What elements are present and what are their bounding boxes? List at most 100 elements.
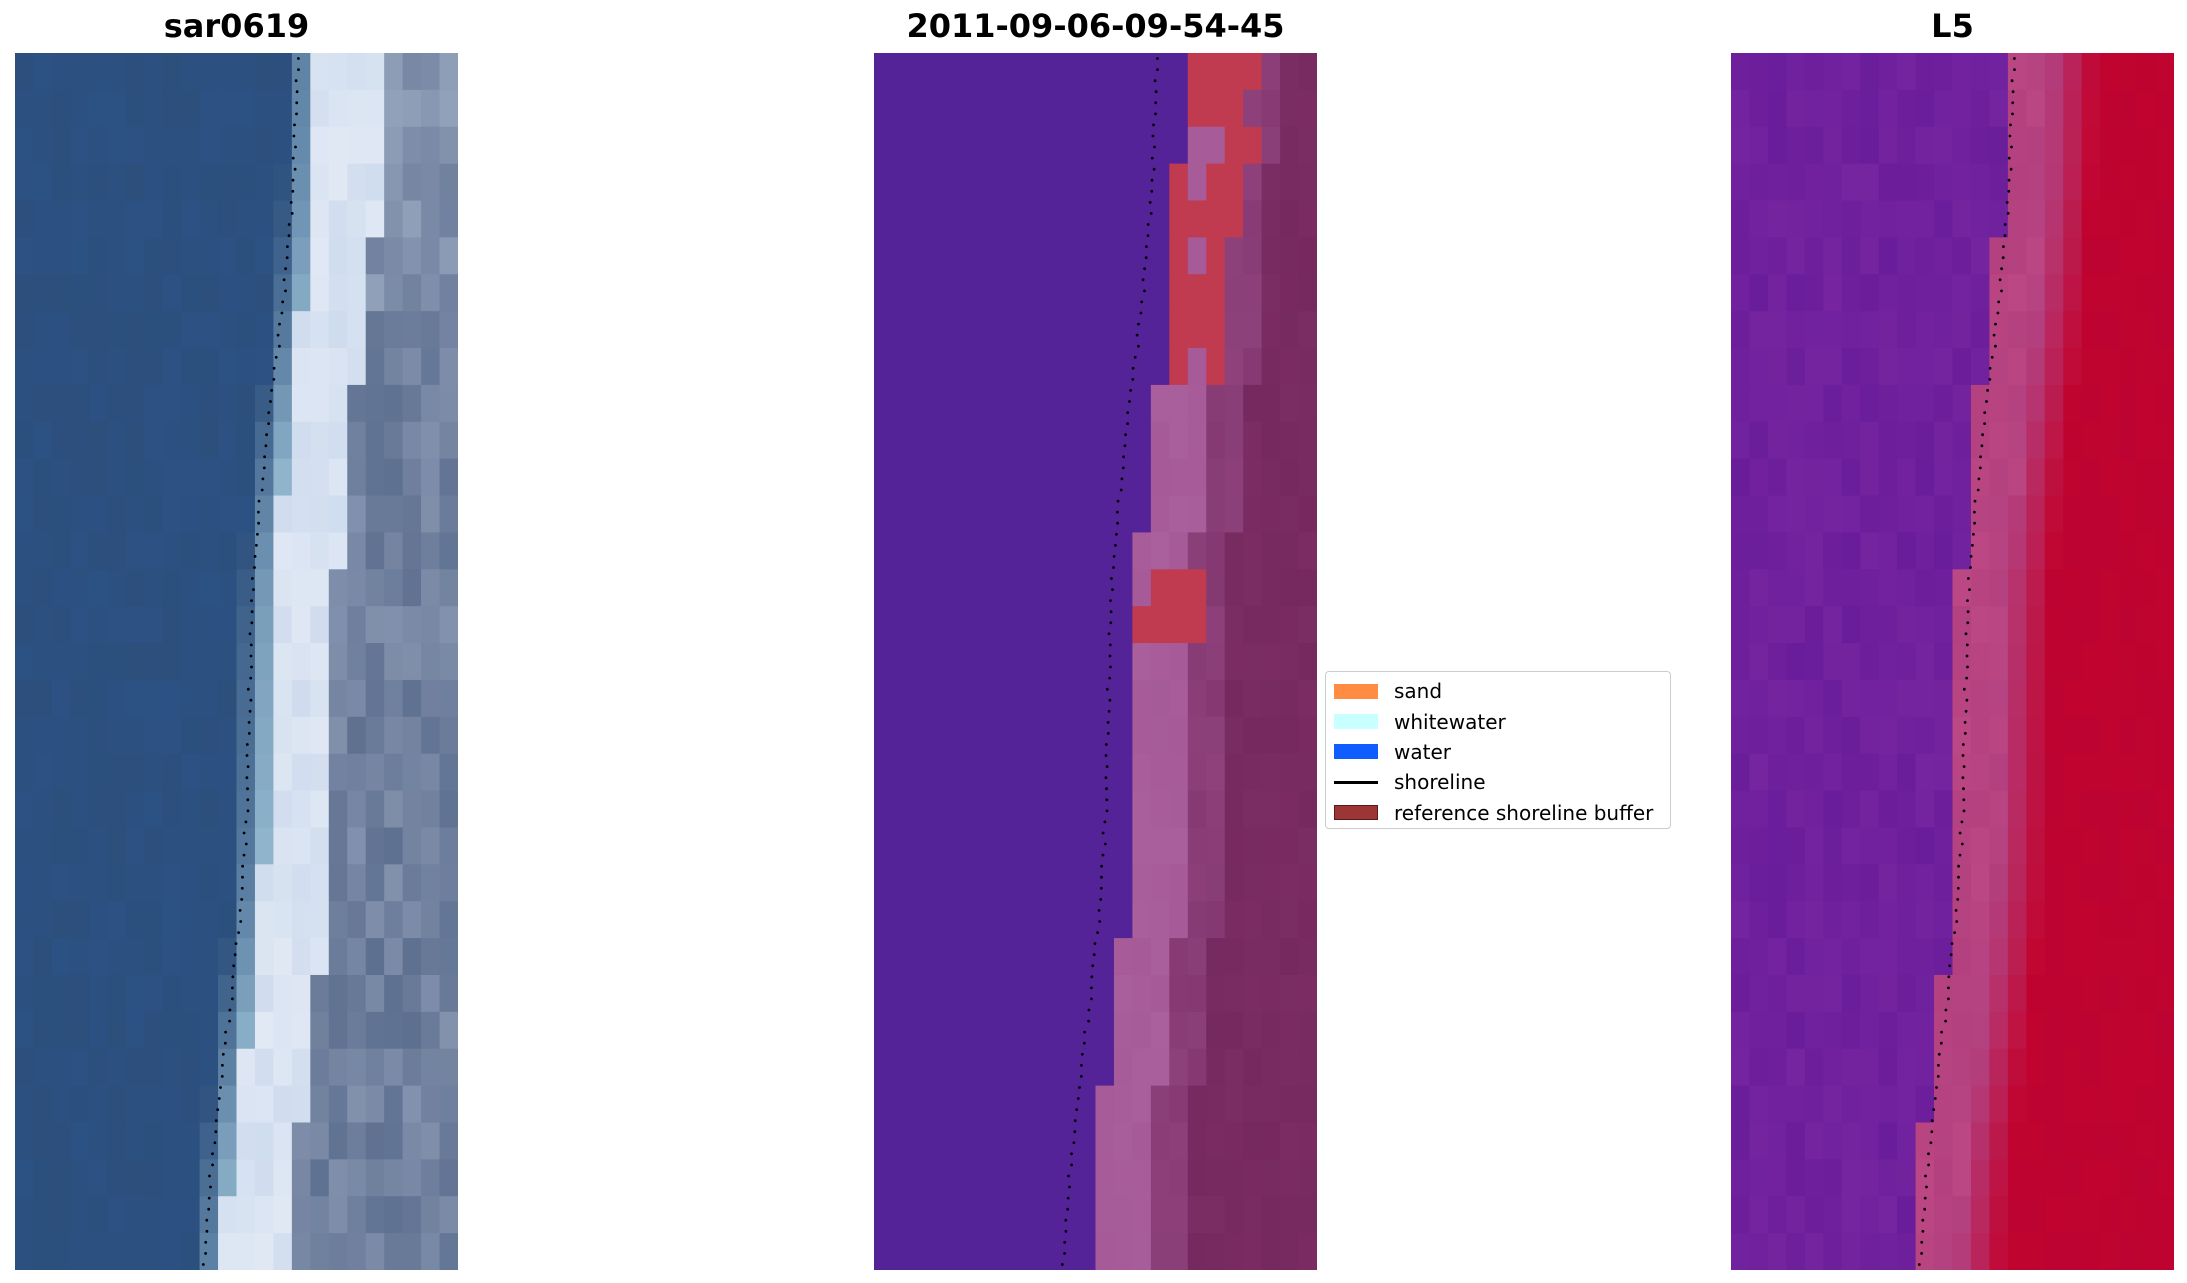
index-pixel: [1878, 790, 1898, 829]
index-pixel: [2063, 1011, 2083, 1050]
class-pixel: [874, 679, 894, 718]
index-pixel: [2026, 274, 2046, 312]
shoreline-point: [257, 510, 260, 514]
rgb-pixel: [421, 1122, 441, 1160]
index-pixel: [1970, 901, 1991, 939]
index-pixel: [1860, 864, 1880, 902]
shoreline-point: [1103, 820, 1107, 824]
legend-swatch-water: [1334, 744, 1378, 760]
index-pixel: [1970, 1085, 1991, 1124]
rgb-pixel: [291, 311, 311, 349]
class-pixel: [1040, 1233, 1060, 1270]
index-pixel: [2026, 716, 2046, 755]
index-pixel: [1804, 974, 1824, 1013]
class-pixel: [1095, 274, 1115, 312]
rgb-pixel: [162, 827, 182, 865]
index-pixel: [2137, 126, 2157, 165]
class-pixel: [1003, 716, 1023, 755]
class-pixel: [966, 938, 986, 976]
rgb-pixel: [70, 938, 90, 976]
index-pixel: [1952, 495, 1972, 534]
class-pixel: [1132, 679, 1152, 718]
index-pixel: [2026, 827, 2046, 865]
legend-label-reference-buffer: reference shoreline buffer: [1394, 800, 1654, 825]
index-pixel: [1804, 827, 1824, 865]
class-pixel: [1077, 348, 1097, 386]
index-pixel: [1767, 348, 1787, 386]
index-pixel: [2155, 384, 2174, 423]
legend-label-water: water: [1394, 739, 1451, 764]
rgb-pixel: [236, 348, 256, 386]
rgb-pixel: [33, 901, 53, 939]
rgb-pixel: [439, 163, 458, 202]
rgb-pixel: [88, 458, 108, 497]
index-pixel: [2007, 606, 2027, 644]
index-pixel: [1749, 311, 1769, 349]
class-pixel: [1150, 974, 1170, 1013]
rgb-pixel: [88, 1011, 108, 1050]
class-pixel: [874, 274, 894, 312]
shoreline-point: [1921, 1229, 1925, 1233]
shoreline-point: [207, 1196, 211, 1200]
rgb-pixel: [218, 421, 238, 460]
class-pixel: [1243, 89, 1263, 128]
class-pixel: [1077, 790, 1097, 829]
rgb-pixel: [107, 274, 127, 312]
class-pixel: [1224, 200, 1244, 238]
index-pixel: [2063, 532, 2083, 570]
rgb-pixel: [365, 89, 385, 128]
shoreline-point: [287, 223, 291, 226]
rgb-pixel: [181, 458, 201, 497]
rgb-pixel: [181, 1048, 201, 1087]
legend: sand whitewater water shoreline referenc…: [1325, 671, 1671, 829]
rgb-pixel: [365, 1122, 385, 1160]
rgb-pixel: [365, 348, 385, 386]
index-pixel: [1989, 53, 2009, 91]
class-pixel: [1280, 274, 1300, 312]
shoreline-point: [1944, 1008, 1948, 1012]
index-pixel: [1823, 1122, 1843, 1160]
index-pixel: [2007, 163, 2027, 202]
class-pixel: [947, 495, 967, 534]
shoreline-point: [1105, 765, 1109, 768]
class-pixel: [947, 53, 967, 91]
class-pixel: [1132, 1011, 1152, 1050]
rgb-pixel: [181, 901, 201, 939]
rgb-pixel: [33, 53, 53, 91]
rgb-pixel: [310, 716, 330, 755]
class-pixel: [1113, 716, 1134, 755]
class-pixel: [892, 532, 912, 570]
class-pixel: [1040, 53, 1060, 91]
shoreline-point: [209, 1185, 212, 1189]
index-pixel: [1897, 1085, 1917, 1124]
index-pixel: [1878, 679, 1898, 718]
index-pixel: [1878, 421, 1898, 460]
rgb-pixel: [254, 311, 275, 349]
index-pixel: [1878, 1011, 1898, 1050]
index-pixel: [1897, 421, 1917, 460]
rgb-pixel: [439, 1011, 458, 1050]
rgb-pixel: [107, 790, 127, 829]
shoreline-point: [1104, 754, 1108, 757]
class-pixel: [1280, 901, 1300, 939]
class-pixel: [1040, 163, 1060, 202]
index-pixel: [1767, 569, 1787, 607]
shoreline-point: [284, 267, 287, 271]
index-pixel: [2118, 864, 2138, 902]
class-pixel: [929, 495, 949, 534]
rgb-pixel: [125, 495, 145, 534]
class-pixel: [1113, 753, 1134, 792]
shoreline-point: [1116, 499, 1120, 503]
class-pixel: [966, 163, 986, 202]
index-pixel: [1934, 274, 1954, 312]
rgb-pixel: [70, 1159, 90, 1197]
index-pixel: [1952, 790, 1972, 829]
class-pixel: [1040, 790, 1060, 829]
class-pixel: [1150, 163, 1170, 202]
rgb-pixel: [236, 1085, 256, 1124]
shoreline-point: [246, 809, 250, 813]
index-pixel: [2081, 89, 2101, 128]
index-pixel: [2118, 495, 2138, 534]
index-pixel: [1841, 126, 1861, 165]
index-pixel: [1731, 126, 1751, 165]
